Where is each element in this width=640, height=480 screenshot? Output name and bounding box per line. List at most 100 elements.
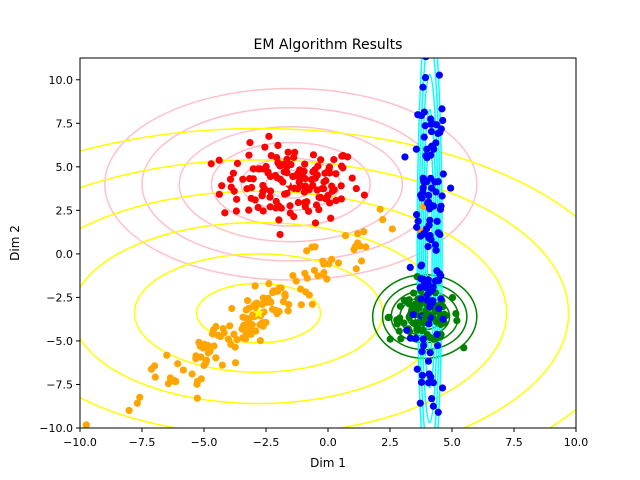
- scatter-point: [427, 184, 436, 192]
- x-tick-label: 5.0: [443, 436, 461, 449]
- scatter-point: [417, 295, 425, 303]
- scatter-point: [265, 132, 273, 140]
- scatter-point: [452, 309, 460, 318]
- scatter-point: [427, 373, 435, 381]
- scatter-point: [268, 305, 277, 313]
- scatter-point: [437, 125, 445, 133]
- x-tick-label: −5.0: [191, 436, 218, 449]
- scatter-point: [273, 310, 281, 318]
- scatter-point: [259, 207, 267, 215]
- scatter-point: [419, 83, 427, 91]
- scatter-point: [166, 374, 174, 382]
- scatter-point: [431, 241, 440, 249]
- scatter-point: [208, 330, 217, 338]
- scatter-point: [420, 177, 428, 185]
- scatter-point: [309, 151, 318, 159]
- scatter-point: [239, 175, 247, 183]
- y-axis-label: Dim 2: [8, 225, 22, 261]
- scatter-point: [259, 322, 267, 330]
- scatter-point: [412, 334, 420, 342]
- scatter-point: [419, 335, 427, 343]
- scatter-point: [227, 183, 235, 191]
- scatter-point: [324, 191, 332, 199]
- scatter-point: [319, 257, 327, 265]
- scatter-point: [314, 272, 322, 280]
- scatter-point: [311, 219, 320, 227]
- scatter-point: [192, 352, 200, 360]
- scatter-point: [414, 111, 422, 119]
- scatter-point: [409, 289, 418, 297]
- scatter-point: [202, 356, 210, 364]
- scatter-point: [310, 266, 319, 274]
- scatter-point: [326, 169, 334, 177]
- scatter-point: [434, 341, 442, 350]
- scatter-point: [275, 216, 283, 224]
- contour-line: [80, 127, 576, 428]
- scatter-point: [423, 145, 431, 153]
- scatter-point: [254, 203, 262, 212]
- scatter-point: [421, 122, 429, 130]
- y-tick-label: −5.0: [46, 335, 73, 348]
- scatter-point: [388, 225, 396, 233]
- scatter-point: [425, 191, 433, 200]
- x-tick-label: 0.0: [319, 436, 337, 449]
- scatter-point: [423, 154, 431, 162]
- cluster-mean-marker: [252, 307, 265, 318]
- plot-area: [80, 58, 576, 428]
- chart-title: EM Algorithm Results: [254, 37, 403, 53]
- scatter-point: [413, 326, 421, 334]
- contour-line: [178, 126, 404, 243]
- scatter-point: [281, 290, 289, 298]
- scatter-point: [305, 291, 313, 299]
- scatter-point: [322, 176, 330, 185]
- scatter-point: [275, 284, 283, 292]
- scatter-point: [425, 320, 433, 328]
- scatter-point: [341, 232, 350, 240]
- scatter-point: [207, 160, 215, 168]
- scatter-point: [418, 371, 426, 379]
- scatter-point: [277, 204, 285, 212]
- scatter-point: [357, 257, 366, 265]
- contour-line: [104, 87, 478, 281]
- scatter-point: [327, 214, 335, 222]
- scatter-point: [249, 311, 257, 319]
- x-tick-label: −7.5: [129, 436, 156, 449]
- scatter-point: [313, 186, 321, 194]
- scatter-point: [243, 297, 252, 305]
- scatter-point: [424, 242, 432, 251]
- scatter-point: [301, 160, 309, 168]
- scatter-point: [420, 108, 428, 116]
- scatter-point: [439, 315, 447, 323]
- scatter-point: [292, 277, 300, 285]
- scatter-point: [266, 297, 274, 306]
- scatter-point: [352, 184, 360, 193]
- scatter-point: [251, 282, 259, 290]
- y-tick-label: −2.5: [46, 291, 73, 304]
- scatter-point: [315, 193, 323, 201]
- scatter-point: [417, 378, 426, 386]
- scatter-point: [438, 192, 446, 200]
- scatter-point: [279, 160, 288, 168]
- scatter-point: [261, 143, 269, 151]
- scatter-point: [438, 384, 447, 392]
- scatter-point: [418, 348, 426, 356]
- scatter-point: [421, 73, 430, 82]
- scatter-point: [260, 308, 268, 316]
- scatter-point: [212, 322, 220, 331]
- scatter-point: [179, 366, 187, 374]
- scatter-point: [397, 335, 405, 343]
- scatter-point: [419, 230, 428, 238]
- scatter-point: [427, 127, 436, 136]
- scatter-point: [314, 162, 322, 170]
- scatter-point: [362, 243, 370, 251]
- scatter-point: [413, 211, 421, 219]
- scatter-point: [422, 58, 430, 61]
- scatter-point: [259, 181, 267, 190]
- scatter-point: [406, 334, 415, 342]
- scatter-point: [339, 152, 347, 160]
- scatter-point: [429, 283, 437, 291]
- cluster-mean-marker: [419, 310, 431, 322]
- scatter-point: [230, 330, 238, 338]
- scatter-point: [395, 327, 403, 335]
- scatter-point: [437, 295, 445, 303]
